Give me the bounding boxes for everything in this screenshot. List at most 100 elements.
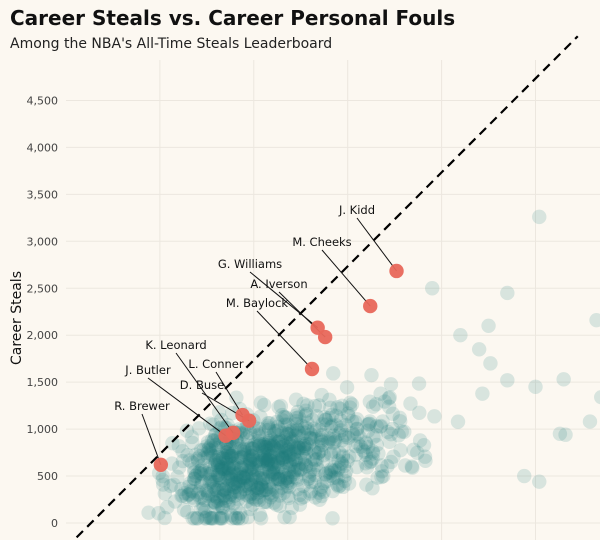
player-point (217, 461, 232, 477)
player-point (290, 472, 305, 487)
player-point (319, 417, 334, 432)
player-point (255, 439, 270, 454)
player-point (453, 328, 468, 343)
player-point (271, 435, 286, 450)
player-point (242, 450, 257, 466)
player-point (305, 412, 320, 428)
player-point (228, 475, 244, 491)
player-point (227, 475, 242, 490)
player-point (382, 390, 397, 405)
leader-label: J. Butler (124, 363, 171, 377)
player-point (249, 453, 264, 469)
player-point (193, 466, 208, 481)
player-point (258, 422, 273, 437)
player-point (258, 456, 273, 471)
player-point (532, 474, 547, 489)
player-point (219, 485, 235, 500)
player-point (280, 426, 296, 442)
player-point (319, 473, 334, 489)
player-point (257, 447, 273, 463)
player-point (269, 423, 284, 439)
player-point (373, 386, 388, 401)
player-point (366, 430, 381, 445)
player-point (262, 465, 278, 480)
player-point (220, 462, 235, 478)
player-point (311, 485, 327, 500)
player-point (204, 475, 220, 490)
player-point (365, 481, 380, 496)
player-point (333, 401, 348, 416)
player-point (344, 413, 360, 429)
player-point (182, 487, 197, 502)
player-point (257, 494, 272, 510)
player-point (392, 414, 408, 429)
player-point (340, 406, 356, 421)
player-point (346, 428, 362, 443)
player-point (333, 413, 348, 428)
player-point (210, 467, 226, 483)
player-point (224, 511, 240, 526)
player-point (232, 487, 247, 502)
player-point (218, 481, 234, 496)
player-point (283, 447, 299, 463)
player-point (188, 468, 203, 484)
player-point (199, 439, 214, 454)
player-point (190, 511, 205, 526)
player-point (193, 502, 209, 517)
player-point (230, 511, 246, 526)
player-point (214, 498, 229, 514)
player-point (221, 497, 236, 512)
player-point (245, 441, 260, 456)
player-point (185, 435, 200, 451)
player-point (303, 457, 319, 473)
player-point (213, 492, 228, 508)
player-point (214, 459, 229, 475)
player-point (380, 459, 395, 474)
player-point (191, 465, 206, 481)
player-point (174, 481, 189, 497)
player-point (226, 496, 241, 511)
player-point (263, 438, 278, 453)
leader-connector (147, 377, 226, 437)
player-point (248, 423, 264, 438)
player-point (253, 511, 269, 526)
player-point (483, 356, 498, 371)
player-point (385, 406, 400, 422)
player-point (247, 437, 262, 453)
player-point (209, 483, 224, 498)
player-point (326, 444, 341, 459)
player-point (299, 436, 314, 452)
player-point (200, 435, 216, 450)
player-point (236, 442, 252, 457)
player-point (262, 435, 277, 451)
player-point (220, 444, 236, 460)
player-point (330, 471, 345, 486)
player-point (187, 511, 202, 526)
player-point (288, 453, 303, 468)
player-point (282, 509, 297, 525)
player-point (191, 421, 207, 436)
player-point (332, 460, 347, 475)
player-point (275, 452, 291, 467)
player-point (249, 478, 264, 493)
player-point (209, 490, 225, 505)
player-point (165, 435, 180, 451)
player-point (270, 448, 285, 463)
player-point (252, 492, 267, 508)
player-point (215, 451, 230, 466)
y-tick-label: 0 (51, 517, 58, 530)
player-point (214, 460, 229, 475)
player-point (261, 442, 276, 457)
player-point (268, 465, 283, 480)
player-point (355, 443, 371, 458)
player-point (360, 440, 376, 455)
player-point (278, 449, 293, 465)
player-point (203, 438, 219, 454)
player-point (220, 471, 235, 486)
player-point (218, 451, 234, 467)
player-point (267, 426, 282, 441)
player-point (264, 440, 280, 455)
player-point (221, 461, 237, 476)
player-point (214, 509, 230, 524)
player-point (323, 400, 338, 416)
